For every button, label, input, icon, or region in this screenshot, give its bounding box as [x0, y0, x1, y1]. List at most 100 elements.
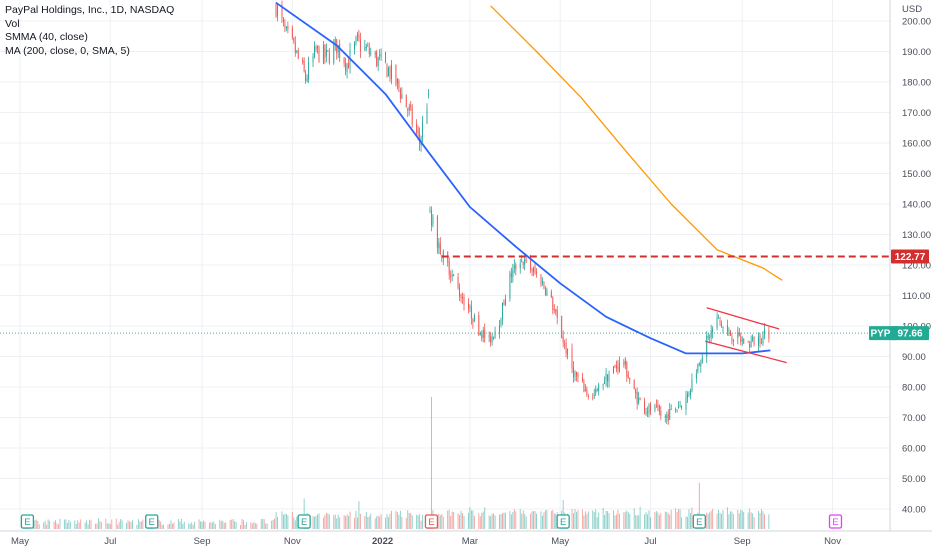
symbol-title[interactable]: PayPal Holdings, Inc., 1D, NASDAQ: [5, 4, 175, 16]
volume-bar: [470, 510, 472, 529]
candle-down: [561, 315, 563, 338]
volume-bar: [177, 519, 179, 529]
volume-bar: [633, 508, 635, 529]
candle-down: [503, 301, 505, 306]
y-tick-label: 80.00: [902, 383, 926, 394]
volume-bar: [389, 513, 391, 529]
volume-bar: [343, 515, 345, 529]
candle-down: [463, 296, 465, 305]
candle-up: [473, 315, 475, 321]
volume-bar: [84, 522, 86, 529]
volume-bar: [644, 514, 646, 529]
candle-down: [556, 309, 558, 318]
candle-down: [709, 337, 711, 339]
candle-up: [504, 299, 506, 305]
candle-down: [302, 59, 304, 63]
volume-bar: [56, 523, 58, 529]
volume-bar: [691, 507, 693, 529]
volume-bar: [410, 512, 412, 529]
volume-bar: [136, 524, 138, 529]
chart-legend: PayPal Holdings, Inc., 1D, NASDAQ Vol SM…: [5, 4, 174, 58]
volume-bar: [87, 524, 89, 529]
volume-bar: [536, 513, 537, 529]
channel-upper-line: [706, 307, 780, 330]
trend-drawings: [0, 255, 890, 364]
candle-down: [749, 343, 751, 348]
candle-up: [664, 416, 666, 418]
volume-bar: [49, 520, 51, 529]
x-tick-label: May: [551, 536, 569, 547]
volume-bar: [396, 511, 398, 529]
volume-bar: [740, 509, 742, 529]
volume-bar: [762, 511, 764, 529]
candle-down: [726, 325, 728, 332]
volume-bar: [408, 513, 410, 529]
candle-down: [359, 39, 361, 52]
candle-down: [636, 392, 638, 404]
volume-bar: [441, 513, 443, 529]
candle-down: [410, 105, 412, 107]
volume-bar: [608, 513, 610, 529]
candle-up: [426, 108, 428, 124]
earnings-marker-label: E: [24, 517, 30, 528]
candle-down: [376, 51, 378, 66]
candle-up: [675, 409, 677, 411]
volume-bar: [524, 513, 526, 529]
volume-bars: [22, 397, 770, 529]
candle-down: [633, 380, 635, 390]
volume-bar: [624, 511, 626, 529]
candle-up: [438, 242, 440, 249]
y-tick-label: 170.00: [902, 108, 931, 119]
y-tick-label: 90.00: [902, 352, 926, 363]
volume-bar: [370, 513, 372, 529]
volume-bar: [229, 520, 231, 529]
volume-bar: [484, 507, 486, 529]
volume-bar: [364, 515, 366, 529]
candle-up: [312, 56, 314, 63]
volume-bar: [710, 510, 712, 529]
volume-bar: [679, 509, 681, 529]
earnings-marker-label: E: [560, 517, 566, 528]
volume-bar: [664, 511, 666, 529]
volume-bar: [260, 519, 262, 529]
candle-up: [429, 210, 431, 211]
candle-down: [627, 374, 629, 378]
earnings-marker-label: E: [832, 517, 838, 528]
earnings-marker-box: [145, 514, 159, 529]
volume-bar: [698, 482, 700, 529]
volume-bar: [550, 510, 552, 529]
candle-up: [689, 390, 691, 396]
candle-up: [355, 37, 357, 44]
candle-up: [679, 405, 681, 407]
volume-bar: [494, 515, 496, 529]
volume-bar: [604, 515, 606, 529]
candle-down: [457, 276, 459, 288]
legend-vol[interactable]: Vol: [5, 17, 20, 30]
candle-down: [635, 389, 637, 394]
volume-bar: [598, 512, 600, 529]
volume-bar: [712, 508, 714, 529]
candle-up: [598, 384, 600, 392]
volume-bar: [513, 509, 515, 529]
volume-bar: [512, 511, 514, 529]
volume-bar: [322, 517, 324, 529]
volume-bar: [37, 521, 39, 529]
candle-up: [380, 53, 382, 57]
volume-bar: [688, 509, 690, 529]
volume-bar: [201, 521, 203, 529]
volume-bar: [669, 514, 671, 529]
volume-bar: [531, 511, 533, 529]
volume-bar: [430, 397, 432, 529]
candle-up: [685, 397, 687, 410]
volume-bar: [139, 521, 141, 529]
legend-smma[interactable]: SMMA (40, close): [5, 31, 88, 44]
legend-ma[interactable]: MA (200, close, 0, SMA, 5): [5, 44, 130, 57]
candle-down: [303, 60, 305, 72]
volume-bar: [69, 521, 71, 529]
volume-bar: [615, 514, 617, 529]
volume-bar: [271, 520, 273, 529]
volume-bar: [68, 520, 70, 529]
candle-down: [405, 94, 407, 108]
candle-down: [681, 405, 683, 409]
